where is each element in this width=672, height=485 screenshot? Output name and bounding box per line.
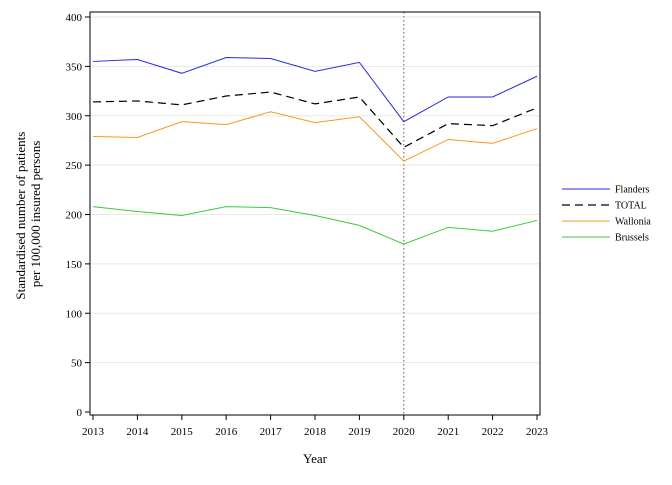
x-tick-label-2013: 2013 (82, 426, 105, 438)
y-tick-label-150: 150 (66, 259, 83, 271)
x-tick-label-2023: 2023 (526, 426, 549, 438)
x-tick-label-2016: 2016 (215, 426, 238, 438)
legend-label-flanders: Flanders (615, 185, 650, 196)
y-tick-label-300: 300 (66, 111, 83, 123)
series-line-wallonia (92, 111, 538, 162)
series-line-brussels (92, 206, 538, 245)
y-tick-label-250: 250 (66, 160, 83, 172)
y-axis-title-line-2: per 100,000 insured persons (28, 141, 43, 288)
x-axis-title: Year (303, 451, 328, 466)
x-tick-label-2019: 2019 (348, 426, 371, 438)
x-tick-label-2015: 2015 (171, 426, 194, 438)
legend: Flanders TOTAL Wallonia Brussels (562, 185, 651, 244)
y-axis-title-line-1: Standardised number of patients (13, 132, 28, 300)
series-layer (92, 56, 538, 245)
legend-label-brussels: Brussels (615, 233, 649, 244)
series-line-total (92, 91, 538, 149)
y-tick-label-200: 200 (66, 210, 83, 222)
x-tick-label-2017: 2017 (260, 426, 283, 438)
x-tick-label-2022: 2022 (482, 426, 504, 438)
series-line-flanders (92, 56, 538, 123)
x-tick-label-2018: 2018 (304, 426, 327, 438)
y-axis: 0 50 100 150 200 250 300 350 400 (66, 12, 90, 419)
y-axis-title: Standardised number of patients per 100,… (13, 128, 43, 299)
legend-label-total: TOTAL (615, 201, 647, 212)
y-tick-label-0: 0 (77, 407, 83, 419)
grid-lines (90, 16, 540, 364)
x-tick-label-2020: 2020 (393, 426, 416, 438)
x-tick-label-2021: 2021 (437, 426, 459, 438)
legend-label-wallonia: Wallonia (615, 217, 651, 228)
y-tick-label-50: 50 (71, 358, 83, 370)
y-tick-label-100: 100 (66, 308, 83, 320)
x-axis: 2013 2014 2015 2016 2017 2018 2019 2020 2021 2022… (82, 415, 549, 438)
y-tick-label-350: 350 (66, 61, 83, 73)
x-tick-label-2014: 2014 (126, 426, 149, 438)
y-tick-label-400: 400 (66, 12, 83, 24)
